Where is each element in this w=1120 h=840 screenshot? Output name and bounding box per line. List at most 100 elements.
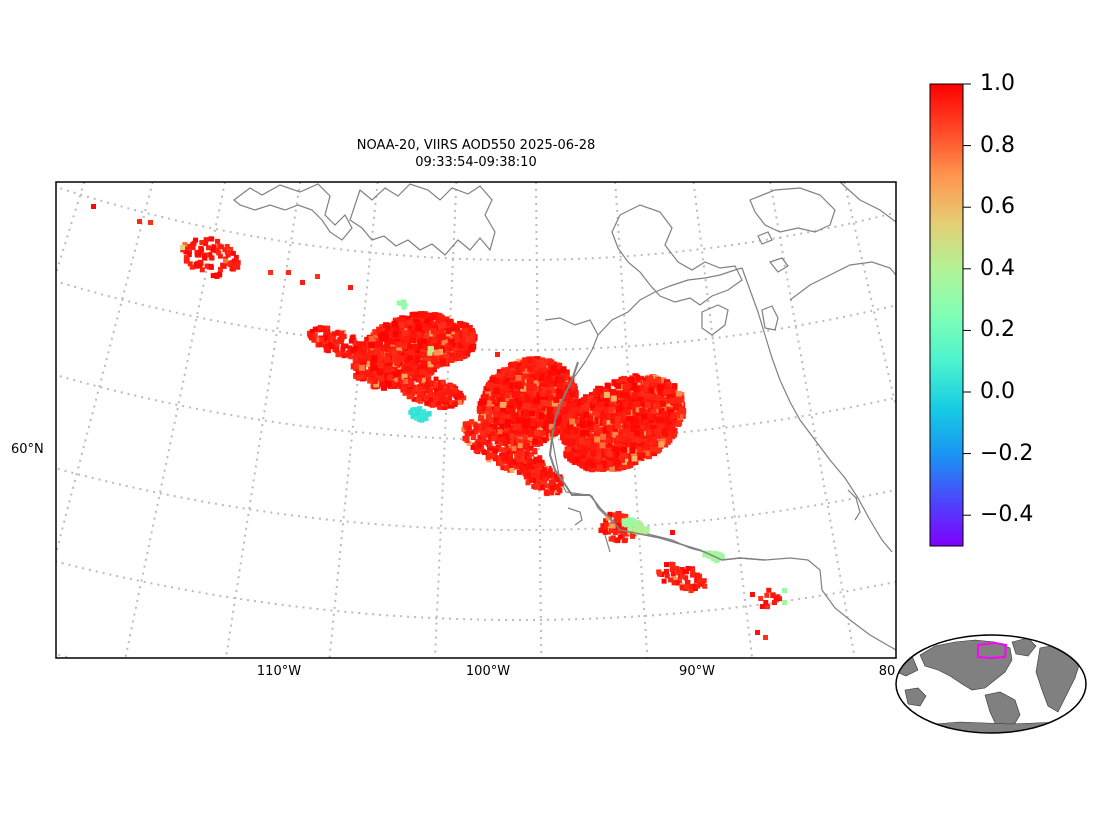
aod-pixel	[587, 415, 594, 422]
aod-pixel	[591, 398, 598, 405]
aod-pixel	[517, 371, 524, 378]
aod-pixel	[637, 521, 643, 527]
aod-pixel	[413, 343, 420, 350]
aod-pixel	[603, 518, 609, 524]
aod-pixel	[429, 342, 436, 349]
aod-pixel	[671, 580, 677, 586]
aod-pixel	[763, 635, 768, 640]
aod-pixel	[504, 427, 510, 433]
aod-pixel	[540, 399, 547, 406]
aod-pixel	[91, 204, 96, 209]
aod-pixel	[670, 571, 676, 577]
aod-pixel	[635, 441, 642, 448]
aod-pixel	[629, 458, 636, 465]
aod-pixel	[417, 365, 424, 372]
aod-pixel	[694, 578, 700, 584]
aod-pixel	[493, 420, 500, 427]
aod-pixel	[403, 378, 409, 384]
aod-pixel	[228, 246, 234, 252]
aod-pixel	[457, 399, 463, 405]
aod-pixel	[432, 402, 438, 408]
aod-pixel	[466, 324, 473, 331]
aod-pixel	[435, 391, 441, 397]
aod-pixel	[216, 250, 222, 256]
aod-pixel	[637, 419, 644, 426]
aod-pixel	[550, 365, 557, 372]
aod-pixel	[631, 382, 638, 389]
aod-pixel	[603, 407, 610, 414]
aod-pixel	[403, 362, 410, 369]
aod-pixel	[716, 555, 722, 561]
aod-pixel	[646, 429, 653, 436]
aod-pixel	[583, 406, 590, 413]
aod-pixel	[535, 462, 541, 468]
aod-pixel	[583, 441, 590, 448]
aod-pixel	[412, 407, 418, 413]
aod-pixel	[380, 344, 387, 351]
aod-pixel	[631, 421, 638, 428]
aod-pixel	[386, 374, 393, 381]
aod-pixel	[500, 465, 506, 471]
aod-pixel	[526, 463, 532, 469]
aod-pixel	[619, 428, 626, 435]
aod-pixel	[383, 322, 390, 329]
aod-pixel	[606, 420, 613, 427]
aod-pixel	[606, 461, 613, 468]
aod-pixel	[503, 465, 509, 471]
aod-pixel	[586, 458, 593, 465]
aod-pixel	[542, 379, 549, 386]
inset-domain-box	[977, 641, 1008, 660]
aod-pixel	[586, 436, 593, 443]
aod-pixel	[198, 245, 204, 251]
aod-pixel	[322, 336, 328, 342]
aod-pixel	[673, 404, 680, 411]
aod-pixel	[377, 345, 384, 352]
aod-pixel	[628, 389, 635, 396]
aod-pixel	[637, 385, 644, 392]
aod-pixel	[512, 412, 519, 419]
inset-antarctica	[899, 721, 1086, 733]
aod-pixel	[679, 570, 685, 576]
aod-pixel	[327, 336, 333, 342]
aod-pixel	[500, 406, 507, 413]
aod-pixel	[487, 445, 493, 451]
aod-pixel	[473, 429, 479, 435]
aod-pixel	[408, 361, 415, 368]
aod-pixel	[658, 426, 665, 433]
aod-pixel	[203, 237, 209, 243]
aod-pixel	[622, 401, 629, 408]
aod-pixel	[306, 330, 312, 336]
aod-pixel	[599, 460, 606, 467]
aod-pixel	[375, 337, 382, 344]
aod-pixel	[477, 401, 484, 408]
aod-pixel	[506, 367, 513, 374]
aod-pixel	[487, 416, 494, 423]
aod-pixel	[493, 430, 499, 436]
aod-pixel	[758, 596, 764, 602]
aod-pixel	[199, 267, 205, 273]
aod-pixel	[589, 402, 596, 409]
aod-pixel	[419, 368, 426, 375]
aod-pixel	[395, 341, 402, 348]
aod-pixel	[663, 568, 669, 574]
aod-pixel	[604, 382, 611, 389]
aod-pixel	[378, 375, 385, 382]
aod-pixel	[537, 401, 544, 408]
aod-pixel	[452, 387, 458, 393]
aod-pixel	[233, 254, 239, 260]
aod-pixel	[209, 236, 215, 242]
greenland-tip	[749, 187, 836, 233]
aod-pixel	[498, 423, 505, 430]
aod-pixel	[464, 336, 471, 343]
aod-pixel	[309, 329, 315, 335]
aod-pixel	[452, 392, 458, 398]
aod-pixel	[476, 405, 483, 412]
aod-pixel	[633, 524, 639, 530]
aod-pixel	[370, 360, 377, 367]
aod-pixel	[555, 414, 562, 421]
aod-pixel	[668, 397, 675, 404]
aod-pixel	[385, 366, 392, 373]
aod-pixel	[701, 578, 707, 584]
aod-pixel	[621, 518, 627, 524]
